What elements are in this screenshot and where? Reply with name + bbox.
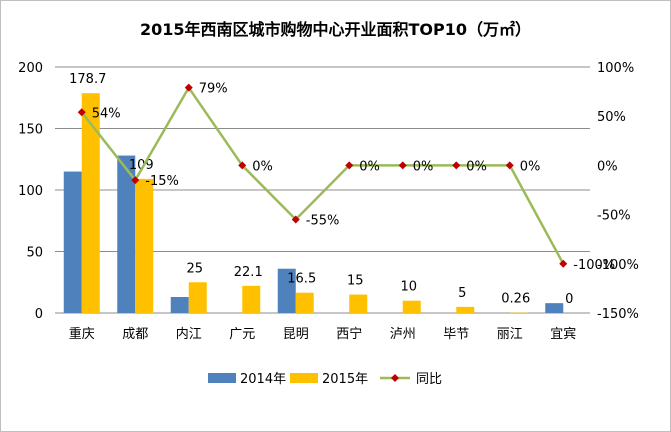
x-category-label: 重庆 — [69, 326, 95, 342]
legend-marker — [391, 374, 399, 382]
bar-2015年 — [242, 285, 261, 313]
x-category-label: 昆明 — [283, 327, 309, 342]
y-right-tick-label: -100% — [597, 258, 639, 273]
bar-2015年 — [135, 178, 154, 313]
y-right-tick-label: 0% — [597, 159, 618, 174]
line-marker-yoy — [345, 161, 354, 170]
y-right-tick-label: -50% — [597, 209, 631, 224]
bar-data-label: 22.1 — [234, 265, 263, 280]
bar-2015年 — [402, 300, 421, 313]
y-left-tick-label: 200 — [18, 61, 43, 76]
x-category-label: 泸州 — [390, 327, 416, 342]
bar-2014年 — [545, 303, 564, 313]
line-marker-yoy — [238, 161, 247, 170]
bar-2014年 — [170, 297, 189, 313]
bar-data-label: 109 — [129, 158, 154, 173]
bar-2014年 — [117, 155, 136, 313]
y-left-tick-label: 0 — [35, 307, 43, 322]
line-data-label: 0% — [413, 159, 434, 174]
y-right-tick-label: 50% — [597, 110, 626, 125]
x-category-label: 西宁 — [336, 326, 362, 342]
bar-data-label: 0 — [565, 292, 573, 307]
line-data-label: 79% — [199, 82, 228, 97]
x-category-label: 广元 — [229, 327, 255, 342]
y-left-tick-label: 150 — [18, 123, 43, 138]
line-data-label: -15% — [145, 174, 179, 189]
bar-2015年 — [295, 292, 314, 313]
legend-swatch — [208, 373, 236, 383]
y-left-tick-label: 100 — [18, 184, 43, 199]
bar-data-label: 178.7 — [69, 72, 106, 87]
bar-data-label: 0.26 — [501, 292, 530, 307]
line-data-label: 0% — [359, 159, 380, 174]
bar-2014年 — [277, 268, 296, 313]
line-marker-yoy — [559, 259, 568, 268]
bar-data-label: 16.5 — [287, 272, 316, 287]
line-data-label: 0% — [520, 159, 541, 174]
bar-2015年 — [349, 294, 368, 313]
bar-2015年 — [456, 306, 475, 313]
y-right-tick-label: -150% — [597, 307, 639, 322]
bar-2015年 — [188, 282, 207, 313]
bar-2015年 — [81, 93, 100, 313]
legend-label: 2015年 — [322, 372, 368, 387]
bar-2014年 — [63, 171, 82, 313]
line-data-label: 0% — [466, 159, 487, 174]
x-category-label: 毕节 — [443, 327, 469, 342]
line-marker-yoy — [77, 108, 86, 117]
line-marker-yoy — [131, 176, 140, 185]
line-series-yoy — [80, 85, 565, 265]
line-marker-yoy — [452, 161, 461, 170]
line-data-label: 54% — [92, 106, 121, 121]
bar-data-label: 25 — [186, 261, 203, 276]
legend-label: 同比 — [416, 372, 442, 387]
bar-data-label: 15 — [347, 274, 364, 289]
x-category-label: 内江 — [176, 326, 202, 342]
line-marker-yoy — [398, 161, 407, 170]
line-marker-yoy — [505, 161, 514, 170]
chart-title: 2015年西南区城市购物中心开业面积TOP10（万㎡） — [139, 20, 532, 39]
y-right-tick-label: 100% — [597, 61, 634, 76]
y-left-tick-label: 50 — [26, 246, 43, 261]
legend-label: 2014年 — [240, 372, 286, 387]
x-category-label: 宜宾 — [550, 326, 576, 342]
line-data-label: 0% — [252, 159, 273, 174]
line-marker-yoy — [184, 83, 193, 92]
line-marker-yoy — [291, 215, 300, 224]
line-data-label: -55% — [306, 214, 340, 229]
bar-data-label: 10 — [400, 280, 417, 295]
line-data-label: -100% — [573, 258, 615, 273]
x-category-label: 成都 — [122, 327, 148, 342]
legend-swatch — [290, 373, 318, 383]
x-category-label: 丽江 — [497, 327, 523, 342]
bar-data-label: 5 — [458, 286, 466, 301]
